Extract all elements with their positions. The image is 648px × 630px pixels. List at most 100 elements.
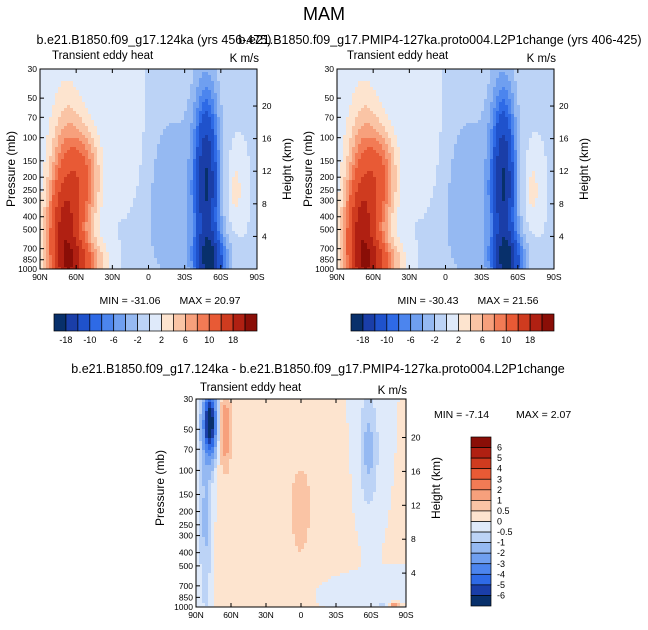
heatmap-cell xyxy=(136,111,140,115)
heatmap-cell xyxy=(244,81,248,85)
heatmap-cell xyxy=(130,147,134,151)
heatmap-cell xyxy=(91,261,95,265)
heatmap-cell xyxy=(82,93,86,97)
heatmap-cell xyxy=(226,168,230,172)
heatmap-cell xyxy=(73,135,77,139)
heatmap-cell xyxy=(214,162,218,166)
heatmap-cell xyxy=(67,231,71,235)
heatmap-cell xyxy=(58,84,62,88)
heatmap-cell xyxy=(130,252,134,256)
heatmap-cell xyxy=(124,84,128,88)
heatmap-cell xyxy=(97,177,101,181)
heatmap-cell xyxy=(208,231,212,235)
heatmap-cell xyxy=(163,249,167,253)
heatmap-cell xyxy=(118,165,122,169)
heatmap-cell xyxy=(217,153,221,157)
heatmap-cell xyxy=(109,75,113,79)
heatmap-cell xyxy=(88,237,92,241)
heatmap-cell xyxy=(160,252,164,256)
heatmap-cell xyxy=(58,210,62,214)
heatmap-cell xyxy=(52,84,56,88)
heatmap-cell xyxy=(187,264,191,268)
heatmap-cell xyxy=(97,258,101,262)
heatmap-cell xyxy=(169,117,173,121)
heatmap-cell xyxy=(49,258,53,262)
heatmap-cell xyxy=(208,90,212,94)
heatmap-cell xyxy=(172,138,176,142)
heatmap-cell xyxy=(145,243,149,247)
heatmap-cell xyxy=(52,135,56,139)
heatmap-cell xyxy=(337,132,341,136)
heatmap-cell xyxy=(61,141,65,145)
heatmap-cell xyxy=(223,174,227,178)
heatmap-cell xyxy=(151,108,155,112)
heatmap-cell xyxy=(235,141,239,145)
heatmap-cell xyxy=(73,171,77,175)
heatmap-cell xyxy=(214,153,218,157)
heatmap-cell xyxy=(133,108,137,112)
heatmap-cell xyxy=(166,207,170,211)
heatmap-cell xyxy=(46,213,50,217)
heatmap-cell xyxy=(193,120,197,124)
heatmap-cell xyxy=(79,252,83,256)
heatmap-cell xyxy=(220,213,224,217)
heatmap-cell xyxy=(175,162,179,166)
heatmap-cell xyxy=(49,69,53,73)
heatmap-cell xyxy=(94,132,98,136)
heatmap-cell xyxy=(70,81,74,85)
heatmap-cell xyxy=(247,216,251,220)
heatmap-cell xyxy=(208,120,212,124)
heatmap-cell xyxy=(235,162,239,166)
heatmap-cell xyxy=(127,126,131,130)
panel-1-plot: 90N 60N 30N 0 30S 60S 90S305070100150200250300… xyxy=(18,64,272,282)
heatmap-cell xyxy=(109,171,113,175)
heatmap-cell xyxy=(79,183,83,187)
heatmap-cell xyxy=(190,129,194,133)
heatmap-cell xyxy=(235,177,239,181)
heatmap-cell xyxy=(79,117,83,121)
heatmap-cell xyxy=(88,150,92,154)
heatmap-cell xyxy=(49,72,53,76)
heatmap-cell xyxy=(184,81,188,85)
heatmap-cell xyxy=(217,156,221,160)
heatmap-cell xyxy=(166,81,170,85)
heatmap-cell xyxy=(94,192,98,196)
heatmap-cell xyxy=(166,183,170,187)
heatmap-cell xyxy=(100,165,104,169)
heatmap-cell xyxy=(202,222,206,226)
heatmap-cell xyxy=(148,117,152,121)
heatmap-cell xyxy=(178,243,182,247)
heatmap-cell xyxy=(139,240,143,244)
heatmap-cell xyxy=(205,264,209,268)
heatmap-cell xyxy=(43,267,47,270)
heatmap-cell xyxy=(52,255,56,259)
heatmap-cell xyxy=(127,78,131,82)
heatmap-cell xyxy=(157,132,161,136)
heatmap-cell xyxy=(124,111,128,115)
heatmap-cell xyxy=(247,189,251,193)
heatmap-cell xyxy=(124,255,128,259)
heatmap-cell xyxy=(184,159,188,163)
heatmap-cell xyxy=(229,75,233,79)
heatmap-cell xyxy=(109,246,113,250)
heatmap-cell xyxy=(118,111,122,115)
heatmap-cell xyxy=(238,132,242,136)
heatmap-cell xyxy=(196,267,200,270)
heatmap-cell xyxy=(115,228,119,232)
heatmap-cell xyxy=(151,156,155,160)
heatmap-cell xyxy=(172,195,176,199)
heatmap-cell xyxy=(46,177,50,181)
heatmap-cell xyxy=(193,222,197,226)
heatmap-cell xyxy=(97,84,101,88)
heatmap-cell xyxy=(109,126,113,130)
heatmap-cell xyxy=(172,105,176,109)
heatmap-cell xyxy=(55,186,59,190)
heatmap-cell xyxy=(214,171,218,175)
heatmap-cell xyxy=(106,180,110,184)
heatmap-cell xyxy=(52,153,56,157)
heatmap-cell xyxy=(148,162,152,166)
heatmap-cell xyxy=(169,72,173,76)
heatmap-cell xyxy=(184,114,188,118)
heatmap-cell xyxy=(178,120,182,124)
heatmap-cell xyxy=(253,255,257,259)
